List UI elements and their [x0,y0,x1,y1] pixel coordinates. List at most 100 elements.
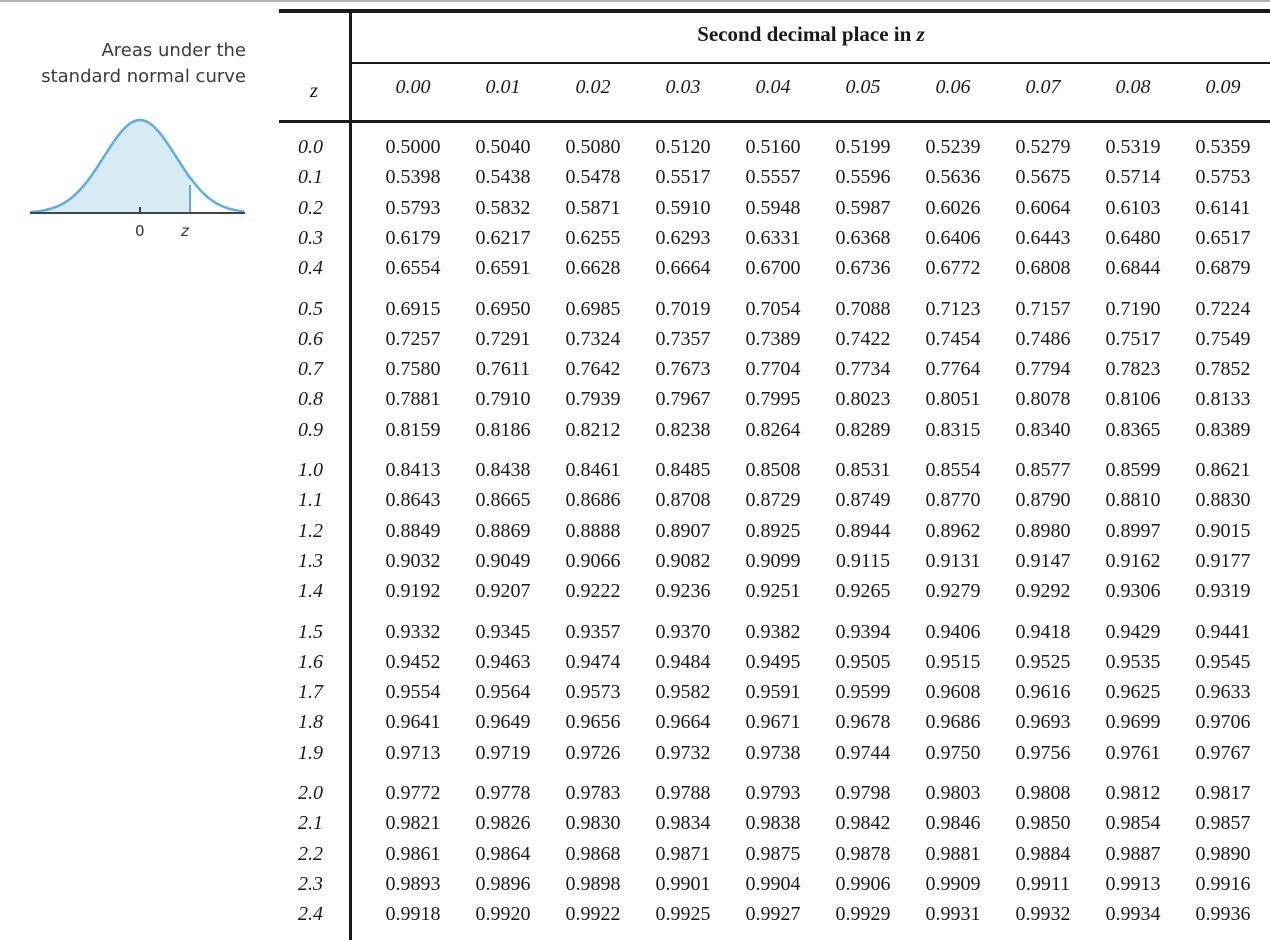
group-header-rule [352,62,1270,64]
table-cell: 0.7257 [385,327,441,350]
tick-z-label: z [180,222,190,240]
table-cell: 0.9099 [745,549,801,572]
table-cell: 0.7324 [565,327,621,350]
table-cell: 0.5596 [835,166,891,189]
table-cell: 0.6591 [475,257,531,280]
table-cell: 0.5517 [655,166,711,189]
table-cell: 0.9515 [925,650,981,673]
table-cell: 0.9826 [475,812,531,835]
table-cell: 0.8849 [385,519,441,542]
table-cell: 0.7881 [385,388,441,411]
row-z-label: 2.0 [298,782,323,804]
table-cell: 0.7794 [1015,358,1071,381]
table-cell: 0.7611 [475,358,531,381]
table-cell: 0.9893 [385,872,441,895]
group-title-var: z [916,22,925,46]
table-cell: 0.6255 [565,226,621,249]
table-cell: 0.9564 [475,681,531,704]
table-cell: 0.9525 [1015,650,1071,673]
table-cell: 0.9864 [475,842,531,865]
table-cell: 0.9236 [655,580,711,603]
shaded-area [30,120,190,213]
table-cell: 0.9798 [835,782,891,804]
table-cell: 0.6103 [1105,196,1161,219]
top-border [0,0,1270,2]
row-z-label: 1.1 [298,489,323,512]
table-cell: 0.6217 [475,226,531,249]
table-cell: 0.8023 [835,388,891,411]
column-header: 0.06 [935,76,971,98]
table-cell: 0.9925 [655,903,711,926]
table-cell: 0.8770 [925,489,981,512]
row-z-label: 0.1 [298,166,323,189]
row-z-label: 1.5 [298,620,323,643]
table-cell: 0.8925 [745,519,801,542]
table-cell: 0.9898 [565,872,621,895]
table-cell: 0.6293 [655,226,711,249]
table-cell: 0.9913 [1105,872,1161,895]
table-cell: 0.8554 [925,459,981,481]
table-cell: 0.8962 [925,519,981,542]
table-cell: 0.7054 [745,297,801,320]
table-cell: 0.9793 [745,782,801,804]
table-cell: 0.9931 [925,903,981,926]
table-cell: 0.6700 [745,257,801,280]
table-cell: 0.9732 [655,741,711,764]
table-cell: 0.7486 [1015,327,1071,350]
table-cell: 0.9846 [925,812,981,835]
table-cell: 0.7422 [835,327,891,350]
table-cell: 0.7704 [745,358,801,381]
table-cell: 0.8238 [655,418,711,441]
table-cell: 0.9441 [1195,620,1251,643]
table-cell: 0.9916 [1195,872,1251,895]
table-cell: 0.9788 [655,782,711,804]
table-cell: 0.9934 [1105,903,1161,926]
table-cell: 0.9162 [1105,549,1161,572]
table-cell: 0.9821 [385,812,441,835]
table-cell: 0.9884 [1015,842,1071,865]
table-cell: 0.9463 [475,650,531,673]
table-cell: 0.8106 [1105,388,1161,411]
table-cell: 0.9115 [835,549,891,572]
table-cell: 0.7157 [1015,297,1071,320]
table-cell: 0.5987 [835,196,891,219]
table-cell: 0.5793 [385,196,441,219]
table-cell: 0.8888 [565,519,621,542]
table-cell: 0.9591 [745,681,801,704]
table-cell: 0.9929 [835,903,891,926]
table-cell: 0.9756 [1015,741,1071,764]
table-cell: 0.9608 [925,681,981,704]
column-header: 0.08 [1115,76,1151,98]
table-cell: 0.9761 [1105,741,1161,764]
table-cell: 0.8508 [745,459,801,481]
table-cell: 0.9418 [1015,620,1071,643]
row-z-label: 0.0 [298,136,323,158]
table-cell: 0.9495 [745,650,801,673]
row-z-label: 0.2 [298,196,323,219]
table-cell: 0.7291 [475,327,531,350]
header-bottom-rule [279,120,1270,123]
table-cell: 0.6406 [925,226,981,249]
table-cell: 0.9772 [385,782,441,804]
table-cell: 0.5675 [1015,166,1071,189]
table-cell: 0.8186 [475,418,531,441]
table-cell: 0.6443 [1015,226,1071,249]
table-cell: 0.9909 [925,872,981,895]
table-cell: 0.8621 [1195,459,1251,481]
table-cell: 0.9292 [1015,580,1071,603]
table-cell: 0.9319 [1195,580,1251,603]
table-cell: 0.9192 [385,580,441,603]
table-cell: 0.9878 [835,842,891,865]
table-cell: 0.9222 [565,580,621,603]
row-z-label: 1.4 [298,580,323,603]
group-title-text: Second decimal place in [697,22,912,46]
table-cell: 0.7995 [745,388,801,411]
table-cell: 0.9265 [835,580,891,603]
table-cell: 0.9357 [565,620,621,643]
table-cell: 0.9842 [835,812,891,835]
table-cell: 0.9906 [835,872,891,895]
table-cell: 0.9554 [385,681,441,704]
table-cell: 0.7389 [745,327,801,350]
table-cell: 0.5199 [835,136,891,158]
table-cell: 0.8907 [655,519,711,542]
